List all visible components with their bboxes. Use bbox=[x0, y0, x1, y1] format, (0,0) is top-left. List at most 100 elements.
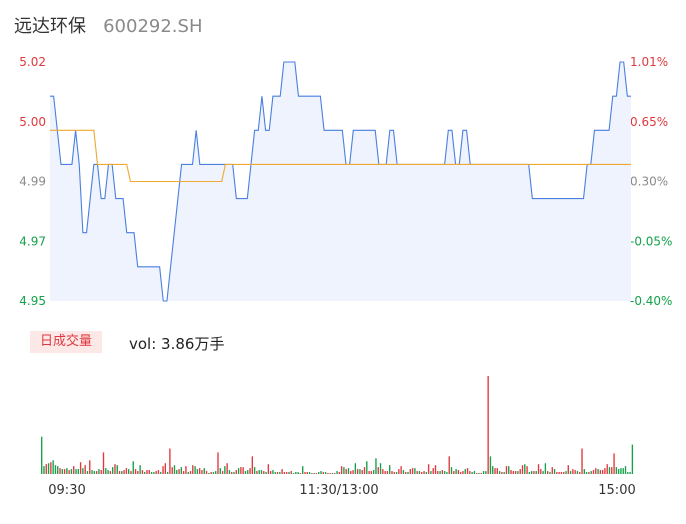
volume-bar bbox=[622, 468, 624, 474]
volume-bar bbox=[47, 463, 50, 474]
volume-bar bbox=[466, 468, 469, 474]
volume-bar bbox=[75, 469, 77, 474]
volume-bar bbox=[187, 472, 189, 474]
volume-bar bbox=[251, 456, 254, 474]
volume-bar bbox=[144, 472, 146, 474]
volume-bar bbox=[462, 471, 464, 474]
volume-bar bbox=[226, 463, 228, 474]
volume-bar bbox=[528, 472, 531, 474]
volume-bar bbox=[366, 461, 368, 474]
volume-bar bbox=[98, 469, 100, 474]
volume-bar bbox=[574, 470, 576, 474]
daily-volume-badge: 日成交量 bbox=[30, 331, 103, 353]
volume-bar bbox=[89, 460, 91, 474]
volume-bar bbox=[59, 468, 61, 474]
average-price-line bbox=[50, 129, 631, 183]
volume-bar bbox=[473, 471, 476, 474]
volume-bar bbox=[615, 467, 618, 474]
volume-bar bbox=[180, 467, 183, 474]
volume-bar bbox=[54, 465, 57, 474]
volume-bar bbox=[162, 466, 164, 474]
volume-bar bbox=[425, 472, 428, 474]
volume-bar bbox=[146, 470, 148, 474]
volume-bar bbox=[547, 471, 549, 474]
volume-bar bbox=[414, 468, 416, 474]
volume-bar bbox=[441, 470, 444, 474]
volume-bar bbox=[318, 472, 320, 474]
volume-bar bbox=[279, 472, 281, 474]
volume-bar bbox=[411, 468, 414, 474]
volume-bar bbox=[297, 472, 299, 474]
volume-bar bbox=[215, 471, 217, 474]
volume-bar bbox=[91, 470, 93, 474]
volume-bar bbox=[288, 472, 290, 474]
volume-bar bbox=[617, 469, 620, 474]
volume-bar bbox=[82, 468, 84, 474]
y-right-tick-label: 0.30% bbox=[630, 175, 668, 189]
volume-bar bbox=[203, 468, 205, 474]
volume-bar bbox=[407, 472, 409, 474]
volume-bar bbox=[128, 469, 130, 474]
volume-bar bbox=[450, 467, 453, 474]
volume-bar bbox=[132, 461, 134, 474]
volume-bar bbox=[77, 469, 79, 474]
volume-bar bbox=[153, 472, 155, 474]
volume-bar bbox=[519, 469, 521, 474]
volume-bar bbox=[176, 470, 178, 474]
volume-bar bbox=[134, 469, 137, 474]
volume-bar bbox=[63, 469, 66, 474]
volume-bar bbox=[105, 468, 107, 474]
volume-bar bbox=[443, 471, 446, 474]
volume-bar bbox=[544, 463, 547, 474]
volume-bar bbox=[620, 468, 622, 474]
volume-bar bbox=[155, 471, 157, 474]
volume-bar bbox=[542, 471, 544, 474]
volume-bar bbox=[476, 473, 478, 474]
volume-bar bbox=[498, 471, 501, 474]
volume-bar bbox=[551, 467, 553, 474]
volume-bar bbox=[201, 470, 203, 474]
volume-bar bbox=[631, 444, 634, 474]
volume-bar bbox=[231, 472, 233, 474]
volume-bar bbox=[503, 472, 505, 474]
volume-bar bbox=[178, 469, 180, 474]
volume-bar bbox=[565, 471, 567, 474]
stock-name: 远达环保 bbox=[14, 16, 86, 37]
volume-bar bbox=[377, 467, 379, 474]
volume-bar bbox=[198, 468, 201, 474]
y-right-tick-label: -0.05% bbox=[630, 234, 672, 248]
volume-bar bbox=[212, 472, 215, 474]
volume-bar bbox=[604, 468, 606, 474]
volume-bar bbox=[427, 464, 430, 474]
volume-bar bbox=[350, 471, 352, 474]
volume-bar bbox=[459, 472, 462, 474]
volume-bar bbox=[352, 470, 354, 474]
volume-bar bbox=[510, 470, 512, 474]
volume-bar bbox=[93, 471, 96, 474]
volume-bar bbox=[347, 468, 350, 474]
volume-bar bbox=[496, 468, 498, 474]
volume-bar bbox=[398, 469, 400, 474]
volume-bar bbox=[595, 468, 597, 474]
volume-bar bbox=[141, 470, 144, 474]
volume-bar bbox=[505, 466, 508, 474]
volume-bar bbox=[608, 467, 611, 474]
volume-label-area: 日成交量 bbox=[30, 330, 103, 354]
volume-bar bbox=[363, 467, 366, 474]
volume-bar bbox=[281, 469, 283, 474]
volume-bar bbox=[302, 466, 304, 474]
volume-bar bbox=[148, 470, 150, 474]
volume-bar bbox=[482, 471, 485, 474]
y-left-tick-label: 4.99 bbox=[19, 175, 46, 189]
volume-bar bbox=[384, 471, 386, 474]
volume-bar bbox=[340, 466, 343, 474]
volume-bar bbox=[579, 472, 581, 474]
volume-bar bbox=[221, 471, 224, 474]
volume-bar bbox=[272, 470, 274, 474]
volume-bar bbox=[242, 467, 244, 474]
volume-bar bbox=[576, 471, 579, 474]
volume-bar bbox=[100, 470, 102, 474]
volume-bar bbox=[169, 448, 171, 474]
volume-bar bbox=[150, 472, 153, 474]
volume-bar bbox=[173, 465, 176, 474]
